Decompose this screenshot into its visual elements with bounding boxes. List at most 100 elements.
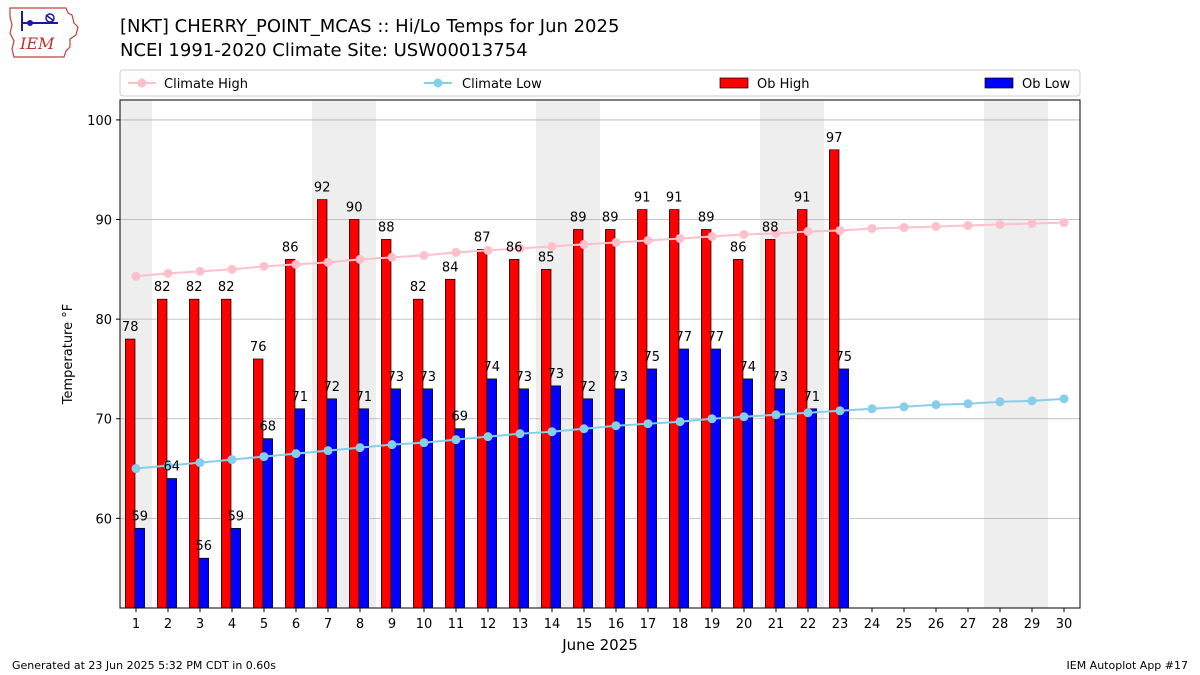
- climate-high-point: [419, 250, 429, 260]
- ob-high-label: 91: [794, 191, 811, 206]
- ob-high-label: 84: [442, 260, 459, 275]
- legend-climate-low-label: Climate Low: [462, 77, 542, 92]
- ob-low-label: 71: [292, 390, 309, 405]
- ob-high-bar: [573, 229, 584, 609]
- climate-high-point: [291, 259, 301, 269]
- ob-high-label: 86: [730, 240, 747, 255]
- ob-high-bar: [605, 229, 616, 609]
- climate-low-point: [163, 461, 173, 471]
- ob-low-bar: [326, 398, 337, 609]
- ob-low-label: 59: [132, 509, 149, 524]
- climate-low-point: [1027, 396, 1037, 406]
- climate-low-point: [803, 408, 813, 418]
- ob-high-label: 89: [698, 210, 715, 225]
- x-tick-label: 30: [1056, 617, 1073, 632]
- ob-low-bar: [646, 368, 657, 609]
- ob-low-label: 71: [356, 390, 373, 405]
- ob-high-bar: [221, 298, 232, 609]
- climate-low-point: [771, 410, 781, 420]
- x-tick-label: 13: [512, 617, 529, 632]
- x-tick-label: 26: [928, 617, 945, 632]
- ob-low-bar: [550, 385, 561, 609]
- legend-climate-high-marker: [137, 78, 147, 88]
- y-tick-label: 60: [95, 512, 112, 527]
- ob-high-bar: [253, 358, 264, 609]
- legend-ob-low-label: Ob Low: [1022, 77, 1071, 92]
- ob-high-label: 87: [474, 230, 491, 245]
- climate-low-point: [643, 419, 653, 429]
- climate-low-point: [579, 424, 589, 434]
- ob-high-label: 82: [154, 280, 171, 295]
- climate-high-point: [931, 222, 941, 232]
- climate-low-point: [963, 399, 973, 409]
- ob-high-label: 85: [538, 250, 555, 265]
- climate-high-point: [323, 257, 333, 267]
- generated-note: Generated at 23 Jun 2025 5:32 PM CDT in …: [12, 659, 277, 672]
- ob-low-bar: [518, 388, 529, 609]
- x-tick-label: 5: [260, 617, 268, 632]
- climate-low-point: [323, 446, 333, 456]
- climate-low-point: [259, 452, 269, 462]
- ob-low-label: 73: [612, 370, 629, 385]
- ob-low-bar: [262, 438, 273, 609]
- climate-low-point: [835, 406, 845, 416]
- y-tick-label: 100: [87, 114, 112, 129]
- x-tick-label: 24: [864, 617, 881, 632]
- ob-low-bar: [166, 478, 177, 609]
- ob-high-label: 91: [666, 191, 683, 206]
- ob-high-label: 89: [602, 210, 619, 225]
- x-tick-label: 23: [832, 617, 849, 632]
- ob-low-bar: [454, 428, 465, 609]
- ob-low-label: 74: [484, 360, 501, 375]
- climate-high-point: [163, 268, 173, 278]
- ob-high-label: 78: [122, 320, 139, 335]
- x-tick-label: 4: [228, 617, 236, 632]
- climate-low-point: [387, 440, 397, 450]
- ob-high-label: 89: [570, 210, 587, 225]
- ob-high-label: 82: [218, 280, 235, 295]
- climate-high-point: [1027, 219, 1037, 229]
- ob-high-bar: [829, 149, 840, 609]
- ob-low-label: 75: [644, 350, 661, 365]
- climate-low-line: [135, 397, 1065, 470]
- ob-low-bar: [806, 408, 817, 609]
- ob-high-bar: [285, 259, 296, 609]
- ob-high-bar: [349, 219, 360, 609]
- ob-low-bar: [678, 348, 689, 609]
- climate-low-point: [867, 404, 877, 414]
- legend-ob-low-swatch: [984, 77, 1014, 89]
- ob-high-label: 88: [762, 220, 779, 235]
- climate-high-point: [387, 252, 397, 262]
- x-tick-label: 7: [324, 617, 332, 632]
- ob-high-bar: [125, 338, 136, 609]
- climate-high-point: [771, 228, 781, 238]
- climate-low-point: [291, 449, 301, 459]
- ob-low-bar: [486, 378, 497, 609]
- climate-low-point: [483, 432, 493, 442]
- x-tick-label: 15: [576, 617, 593, 632]
- climate-high-point: [579, 239, 589, 249]
- x-tick-label: 22: [800, 617, 817, 632]
- ob-high-label: 90: [346, 201, 363, 216]
- x-tick-label: 1: [132, 617, 140, 632]
- plot-frame: [119, 99, 1081, 609]
- ob-low-label: 74: [740, 360, 757, 375]
- climate-high-point: [227, 264, 237, 274]
- climate-high-point: [899, 222, 909, 232]
- climate-low-point: [355, 443, 365, 453]
- x-tick-label: 2: [164, 617, 172, 632]
- ob-low-label: 73: [420, 370, 437, 385]
- ob-low-label: 64: [164, 460, 181, 475]
- climate-high-line: [135, 221, 1065, 278]
- ob-high-bar: [477, 249, 488, 609]
- climate-low-point: [739, 412, 749, 422]
- x-tick-label: 27: [960, 617, 977, 632]
- x-tick-label: 16: [608, 617, 625, 632]
- ob-high-bar: [541, 268, 552, 609]
- ob-high-bar: [637, 209, 648, 609]
- ob-high-bar: [797, 209, 808, 609]
- ob-high-label: 82: [410, 280, 427, 295]
- climate-low-point: [419, 438, 429, 448]
- climate-low-point: [451, 435, 461, 445]
- ob-high-bar: [765, 239, 776, 609]
